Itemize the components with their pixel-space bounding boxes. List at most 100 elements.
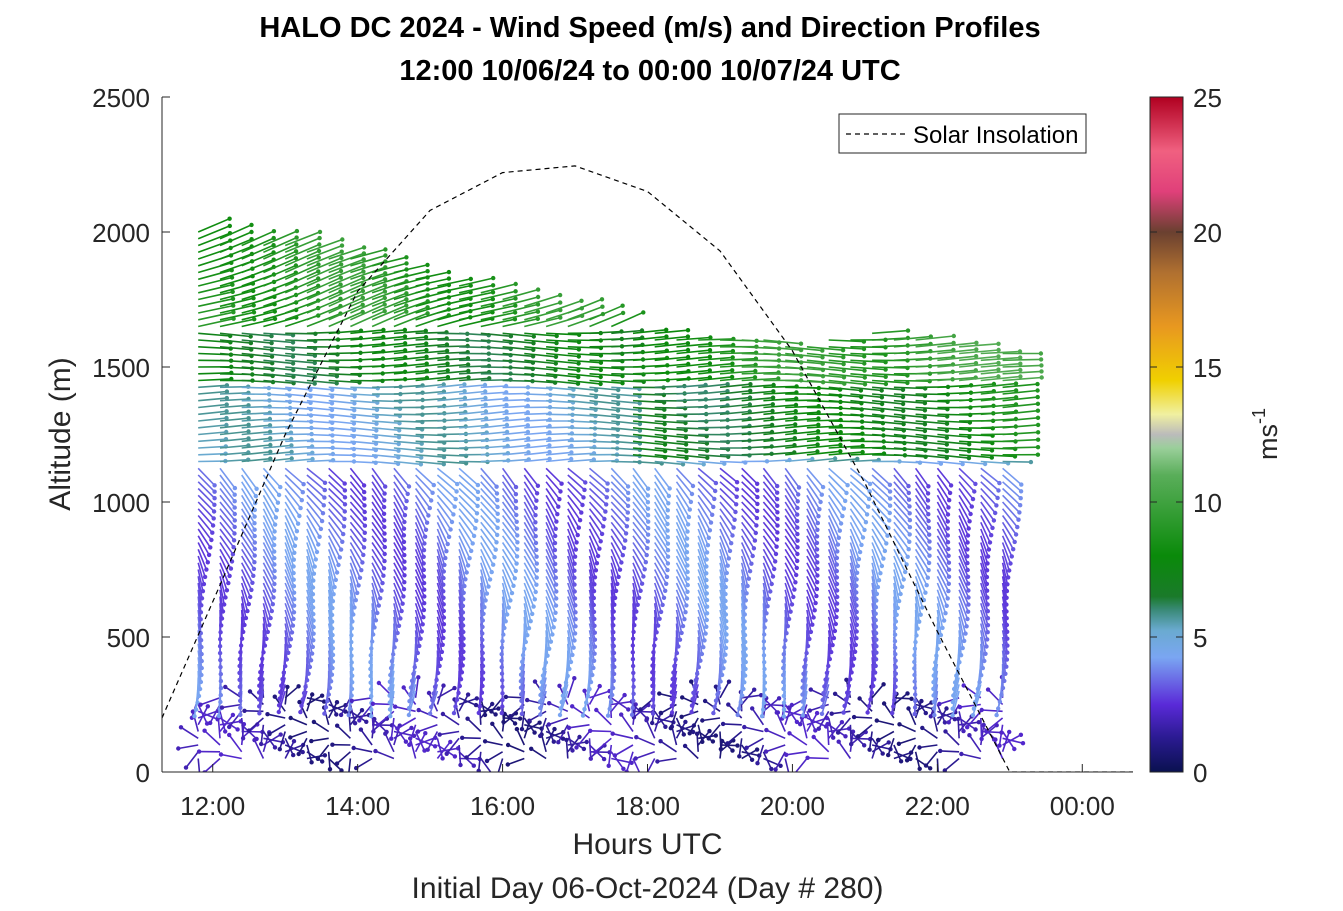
wind-arrow: [937, 447, 970, 452]
wind-arrow-head: [966, 595, 971, 600]
wind-arrow-head: [893, 658, 898, 663]
wind-arrow: [299, 690, 308, 713]
wind-arrow: [741, 474, 758, 491]
wind-arrow: [719, 744, 738, 747]
wind-arrow-head: [246, 409, 251, 414]
wind-arrow: [740, 596, 746, 622]
wind-arrow-head: [495, 774, 499, 778]
wind-arrow: [262, 521, 275, 546]
wind-arrow-head: [525, 633, 530, 638]
wind-arrow: [524, 451, 550, 456]
wind-arrow-head: [382, 524, 387, 530]
wind-arrow: [546, 406, 573, 410]
wind-arrow-head: [743, 639, 748, 645]
wind-arrow-head: [784, 752, 789, 757]
wind-arrow: [372, 420, 400, 424]
wind-arrow: [502, 288, 539, 301]
wind-arrow: [762, 697, 779, 714]
wind-arrow: [198, 311, 234, 321]
wind-arrow-head: [926, 568, 931, 573]
wind-arrow: [459, 365, 490, 368]
wind-arrow: [429, 690, 439, 714]
wind-arrow-head: [907, 518, 913, 523]
wind-arrow-head: [685, 582, 690, 588]
wind-arrow: [958, 555, 969, 578]
wind-arrow: [871, 623, 878, 647]
wind-arrow-head: [178, 725, 184, 730]
wind-arrow-head: [804, 650, 809, 656]
wind-arrow: [980, 603, 989, 626]
wind-arrow-head: [704, 597, 710, 603]
wind-arrow-head: [424, 520, 430, 525]
wind-arrow: [871, 467, 891, 486]
wind-arrow: [806, 528, 818, 550]
wind-arrow-head: [706, 535, 711, 540]
wind-arrow-head: [631, 691, 636, 696]
wind-arrow-head: [845, 690, 850, 695]
wind-arrow-head: [352, 401, 357, 406]
wind-arrow-head: [874, 644, 879, 649]
wind-arrow-head: [821, 691, 826, 696]
wind-arrow: [827, 616, 835, 639]
wind-arrow: [371, 542, 386, 562]
wind-arrow-head: [881, 701, 887, 706]
wind-arrow-head: [338, 712, 344, 718]
wind-arrow-head: [533, 520, 538, 525]
wind-arrow-head: [432, 684, 438, 689]
wind-arrow-head: [228, 566, 234, 571]
wind-arrow: [806, 457, 836, 463]
wind-arrow: [741, 521, 756, 542]
wind-arrow: [458, 501, 477, 522]
wind-arrow-head: [631, 684, 636, 689]
wind-arrow-head: [370, 639, 375, 644]
wind-arrow-head: [313, 557, 318, 562]
wind-arrow: [523, 508, 537, 530]
wind-arrow: [959, 703, 981, 708]
wind-arrow: [915, 363, 954, 368]
wind-arrow-head: [499, 671, 505, 676]
wind-arrow: [588, 582, 595, 606]
wind-arrow: [632, 342, 667, 348]
wind-arrow-head: [989, 455, 994, 460]
wind-arrow: [719, 549, 728, 574]
wind-arrow: [828, 352, 865, 358]
wind-arrow-head: [922, 400, 928, 406]
wind-arrow-head: [786, 705, 791, 710]
wind-arrow: [241, 521, 256, 544]
wind-arrow: [546, 352, 579, 358]
wind-arrow-head: [975, 686, 981, 692]
wind-arrow: [806, 555, 819, 576]
wind-arrow: [545, 508, 557, 530]
wind-arrow-head: [657, 616, 662, 621]
wind-arrow-head: [761, 639, 767, 644]
wind-arrow-head: [531, 341, 536, 346]
wind-arrow-head: [873, 618, 878, 623]
wind-arrow-head: [612, 595, 618, 601]
wind-arrow: [219, 318, 255, 328]
wind-arrow-head: [465, 692, 471, 697]
wind-arrow: [263, 243, 297, 260]
wind-arrow: [197, 521, 213, 541]
wind-arrow-head: [462, 389, 467, 394]
wind-arrow: [567, 352, 601, 357]
wind-arrow: [458, 291, 494, 301]
wind-arrow-head: [331, 592, 336, 597]
wind-arrow-head: [547, 430, 552, 435]
wind-arrow-head: [693, 678, 698, 683]
wind-arrow: [741, 694, 762, 699]
wind-arrow: [675, 467, 694, 487]
wind-arrow: [827, 528, 839, 552]
wind-arrow: [340, 697, 352, 716]
wind-arrow: [828, 386, 861, 392]
wind-arrow: [480, 452, 508, 456]
wind-arrow-head: [251, 310, 257, 315]
wind-arrow: [284, 576, 295, 600]
wind-arrow: [197, 576, 203, 599]
wind-arrow: [241, 366, 273, 371]
wind-arrow-head: [246, 429, 251, 434]
wind-arrow: [697, 603, 708, 628]
wind-arrow-head: [599, 297, 605, 302]
wind-arrow-head: [846, 683, 851, 689]
wind-arrow: [458, 549, 468, 573]
wind-arrow: [263, 332, 294, 336]
